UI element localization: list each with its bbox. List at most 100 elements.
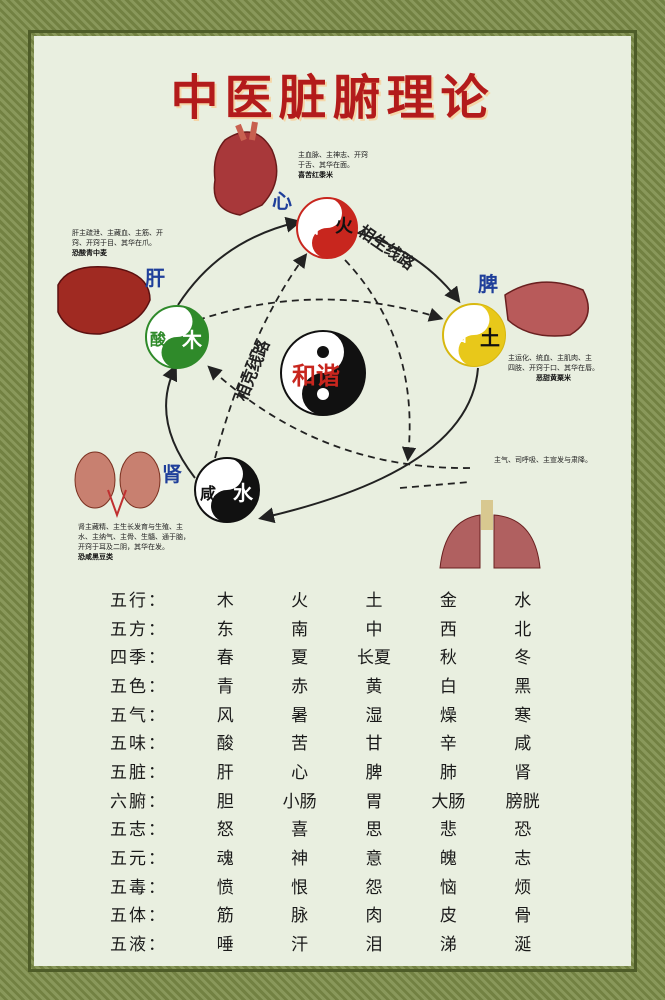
poster-title: 中医脏腑理论 [170, 70, 495, 126]
row-header: 五体： [110, 906, 167, 927]
table-cell: 甘 [365, 734, 383, 755]
table-row: 五行： 木 火 土 金 水 [110, 584, 560, 613]
liver-note: 肝主疏泄、主藏血、主筋、开 窍、开窍于目、其华在爪。 恐酸青中麦 [72, 229, 163, 257]
table-cell: 风 [216, 705, 234, 726]
table-row: 五气： 风 暑 湿 燥 寒 [110, 699, 560, 728]
earth-node [442, 303, 506, 367]
row-header: 五元： [110, 849, 167, 870]
earth-taste: 甜 [451, 326, 468, 345]
table-cell: 辛 [439, 734, 457, 755]
table-cell: 肺 [439, 762, 457, 783]
controlling-cycle [197, 253, 471, 489]
table-row: 五体： 筋 脉 肉 皮 骨 [110, 900, 560, 929]
table-row: 四季： 春 夏 长夏 秋 冬 [110, 641, 560, 670]
spleen-note: 主运化、统血、主肌肉、主 四肢、开窍于口、其华在唇。 恶甜黄粟米 [508, 354, 599, 382]
table-cell: 汗 [291, 935, 309, 956]
table-cell: 喜 [291, 820, 309, 841]
table-cell: 木 [216, 590, 234, 611]
table-cell: 青 [216, 676, 234, 697]
wood-element: 木 [182, 328, 202, 352]
table-cell: 火 [291, 590, 309, 611]
table-cell: 小肠 [282, 791, 317, 812]
table-cell: 肉 [365, 906, 383, 927]
water-element: 水 [233, 481, 253, 505]
wood-node [145, 305, 209, 369]
table-cell: 恨 [291, 877, 309, 898]
table-cell: 白 [439, 676, 457, 697]
row-header: 五志： [110, 820, 167, 841]
row-header: 五毒： [110, 877, 167, 898]
table-cell: 神 [291, 849, 309, 870]
table-cell: 夏 [291, 648, 309, 669]
table-cell: 秋 [439, 648, 457, 669]
row-header: 五味： [110, 734, 167, 755]
table-cell: 咸 [514, 734, 532, 755]
liver-image [57, 266, 151, 335]
table-row: 五元： 魂 神 意 魄 志 [110, 842, 560, 871]
correspondence-table: 五行： 木 火 土 金 水五方： 东 南 中 西 北四季： 春 夏 长夏 秋 冬五色： 青 赤 黄 白 黑五气： 风 暑 湿 燥… [110, 584, 560, 957]
organ-label-liver: 肝 [145, 266, 165, 290]
fire-taste: 苦 [304, 218, 321, 237]
center-yinyang [280, 330, 366, 416]
table-cell: 胃 [365, 791, 383, 812]
water-node [194, 457, 260, 523]
table-cell: 脾 [365, 762, 383, 783]
kidney-image [74, 451, 161, 518]
table-row: 五液： 唾 汗 泪 涕 涎 [110, 928, 560, 957]
generating-cycle [162, 216, 479, 524]
table-cell: 怒 [216, 820, 234, 841]
table-row: 五味： 酸 苦 甘 辛 咸 [110, 727, 560, 756]
table-cell: 泪 [365, 935, 383, 956]
earth-element: 土 [480, 326, 500, 350]
table-cell: 大肠 [431, 791, 466, 812]
table-cell: 肝 [216, 762, 234, 783]
table-cell: 西 [439, 619, 457, 640]
table-cell: 黑 [514, 676, 532, 697]
table-cell: 志 [514, 849, 532, 870]
table-cell: 赤 [291, 676, 309, 697]
row-header: 五气： [110, 705, 167, 726]
table-row: 六腑： 胆 小肠 胃 大肠 膀胱 [110, 785, 560, 814]
table-cell: 怨 [365, 877, 383, 898]
table-cell: 心 [291, 762, 309, 783]
table-cell: 愤 [216, 877, 234, 898]
row-header: 五液： [110, 935, 167, 956]
kidney-note: 肾主藏精、主生长发育与生殖、主 水、主纳气、主骨、生髓、通于脑， 开窍于耳及二阴，其… [78, 523, 190, 561]
table-cell: 水 [514, 590, 532, 611]
table-cell: 涎 [514, 935, 532, 956]
center-label: 和谐 [292, 361, 340, 390]
water-taste: 咸 [200, 484, 217, 503]
table-cell: 长夏 [357, 648, 391, 669]
table-cell: 北 [514, 619, 532, 640]
table-cell: 酸 [216, 734, 234, 755]
table-cell: 苦 [291, 734, 309, 755]
table-cell: 恐 [514, 820, 532, 841]
table-cell: 涕 [439, 935, 457, 956]
row-header: 六腑： [110, 791, 167, 812]
fire-node [296, 197, 358, 259]
table-cell: 湿 [365, 705, 383, 726]
lung-image [439, 500, 541, 569]
table-cell: 土 [365, 590, 383, 611]
table-row: 五志： 怒 喜 思 悲 恐 [110, 814, 560, 843]
table-row: 五毒： 愤 恨 怨 恼 烦 [110, 871, 560, 900]
frame-inner-border [28, 30, 637, 972]
table-cell: 中 [365, 619, 383, 640]
table-row: 五色： 青 赤 黄 白 黑 [110, 670, 560, 699]
table-cell: 胆 [216, 791, 234, 812]
table-cell: 唾 [216, 935, 234, 956]
table-cell: 金 [439, 590, 457, 611]
table-cell: 皮 [439, 906, 457, 927]
fire-element: 火 [335, 216, 353, 237]
table-cell: 筋 [216, 906, 234, 927]
row-header: 五方： [110, 619, 167, 640]
heart-note: 主血脉、主神志、开窍 于舌、其华在面。 喜苦红黍米 [298, 151, 368, 179]
lung-note: 主气、司呼吸、主宣发与肃降。 [494, 456, 592, 464]
table-row: 五脏： 肝 心 脾 肺 肾 [110, 756, 560, 785]
table-cell: 黄 [365, 676, 383, 697]
table-cell: 魄 [439, 849, 457, 870]
table-cell: 恼 [439, 877, 457, 898]
heart-image [213, 121, 278, 216]
row-header: 五色： [110, 676, 167, 697]
